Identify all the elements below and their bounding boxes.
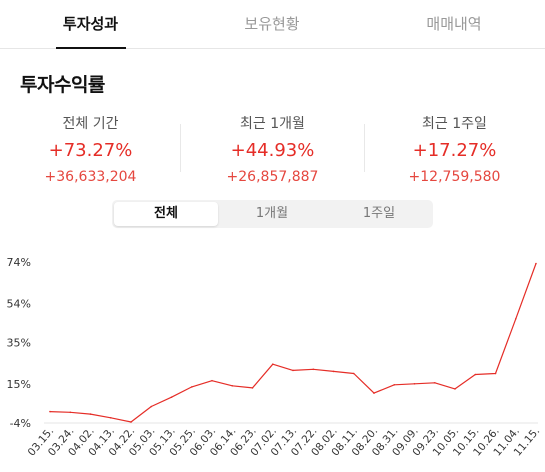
data-point <box>434 382 436 384</box>
tab-trade-history[interactable]: 매매내역 <box>363 0 545 48</box>
y-tick-label: 74% <box>7 256 31 269</box>
stat-percent: +17.27% <box>412 140 497 161</box>
stat-percent: +73.27% <box>48 140 133 161</box>
stat-label: 최근 1개월 <box>240 116 305 132</box>
y-tick-label: 15% <box>7 378 31 391</box>
data-point <box>515 318 517 320</box>
data-point <box>474 373 477 376</box>
y-tick-label: 35% <box>7 337 31 350</box>
data-point <box>150 405 153 408</box>
section-title: 투자수익률 <box>20 74 105 96</box>
return-line-chart: 74%54%35%15%-4%03.15.03.24.04.02.04.13.0… <box>7 256 543 459</box>
return-series-line <box>49 263 537 423</box>
data-point <box>272 363 274 365</box>
data-point <box>413 383 416 385</box>
data-point <box>454 388 456 390</box>
data-point <box>494 372 497 375</box>
stat-amount: +26,857,887 <box>226 169 319 185</box>
period-all-button[interactable]: 전체 <box>114 202 218 226</box>
data-point <box>231 385 234 387</box>
stat-last-week: 최근 1주일 +17.27% +12,759,580 <box>364 114 545 187</box>
y-tick-label: 54% <box>7 297 31 310</box>
data-point <box>49 410 51 413</box>
data-point <box>292 369 294 372</box>
stat-divider <box>180 124 181 172</box>
data-point <box>69 411 72 414</box>
data-point <box>211 379 213 382</box>
data-point <box>312 368 315 371</box>
stat-percent: +44.93% <box>230 140 315 161</box>
stat-label: 최근 1주일 <box>422 116 487 132</box>
top-tab-bar: 투자성과 보유현황 매매내역 <box>0 0 545 49</box>
data-point <box>373 392 375 394</box>
stat-amount: +12,759,580 <box>408 169 501 185</box>
stat-total-period: 전체 기간 +73.27% +36,633,204 <box>0 114 181 187</box>
data-point <box>170 396 173 398</box>
period-1week-button[interactable]: 1주일 <box>362 206 396 221</box>
stat-amount: +36,633,204 <box>44 169 137 185</box>
stat-last-month: 최근 1개월 +44.93% +26,857,887 <box>182 114 363 187</box>
stat-label: 전체 기간 <box>62 116 119 132</box>
data-point <box>110 417 112 419</box>
data-point <box>191 386 193 388</box>
active-tab-indicator <box>55 47 126 49</box>
data-point <box>393 384 396 386</box>
tab-holdings-label: 보유현황 <box>244 15 300 33</box>
data-point <box>535 262 537 265</box>
period-1month-button[interactable]: 1개월 <box>255 206 289 221</box>
tab-performance[interactable]: 투자성과 <box>0 0 181 49</box>
tab-performance-label: 투자성과 <box>62 15 119 33</box>
tab-trade-history-label: 매매내역 <box>426 15 482 33</box>
stat-divider <box>364 124 365 172</box>
data-point <box>89 413 92 415</box>
data-point <box>332 370 335 373</box>
data-point <box>353 372 355 375</box>
tab-holdings[interactable]: 보유현황 <box>181 0 363 48</box>
y-tick-label: -4% <box>10 417 31 430</box>
period-selector: 전체 1개월 1주일 <box>112 200 433 228</box>
data-point <box>251 387 254 389</box>
data-point <box>130 421 132 423</box>
